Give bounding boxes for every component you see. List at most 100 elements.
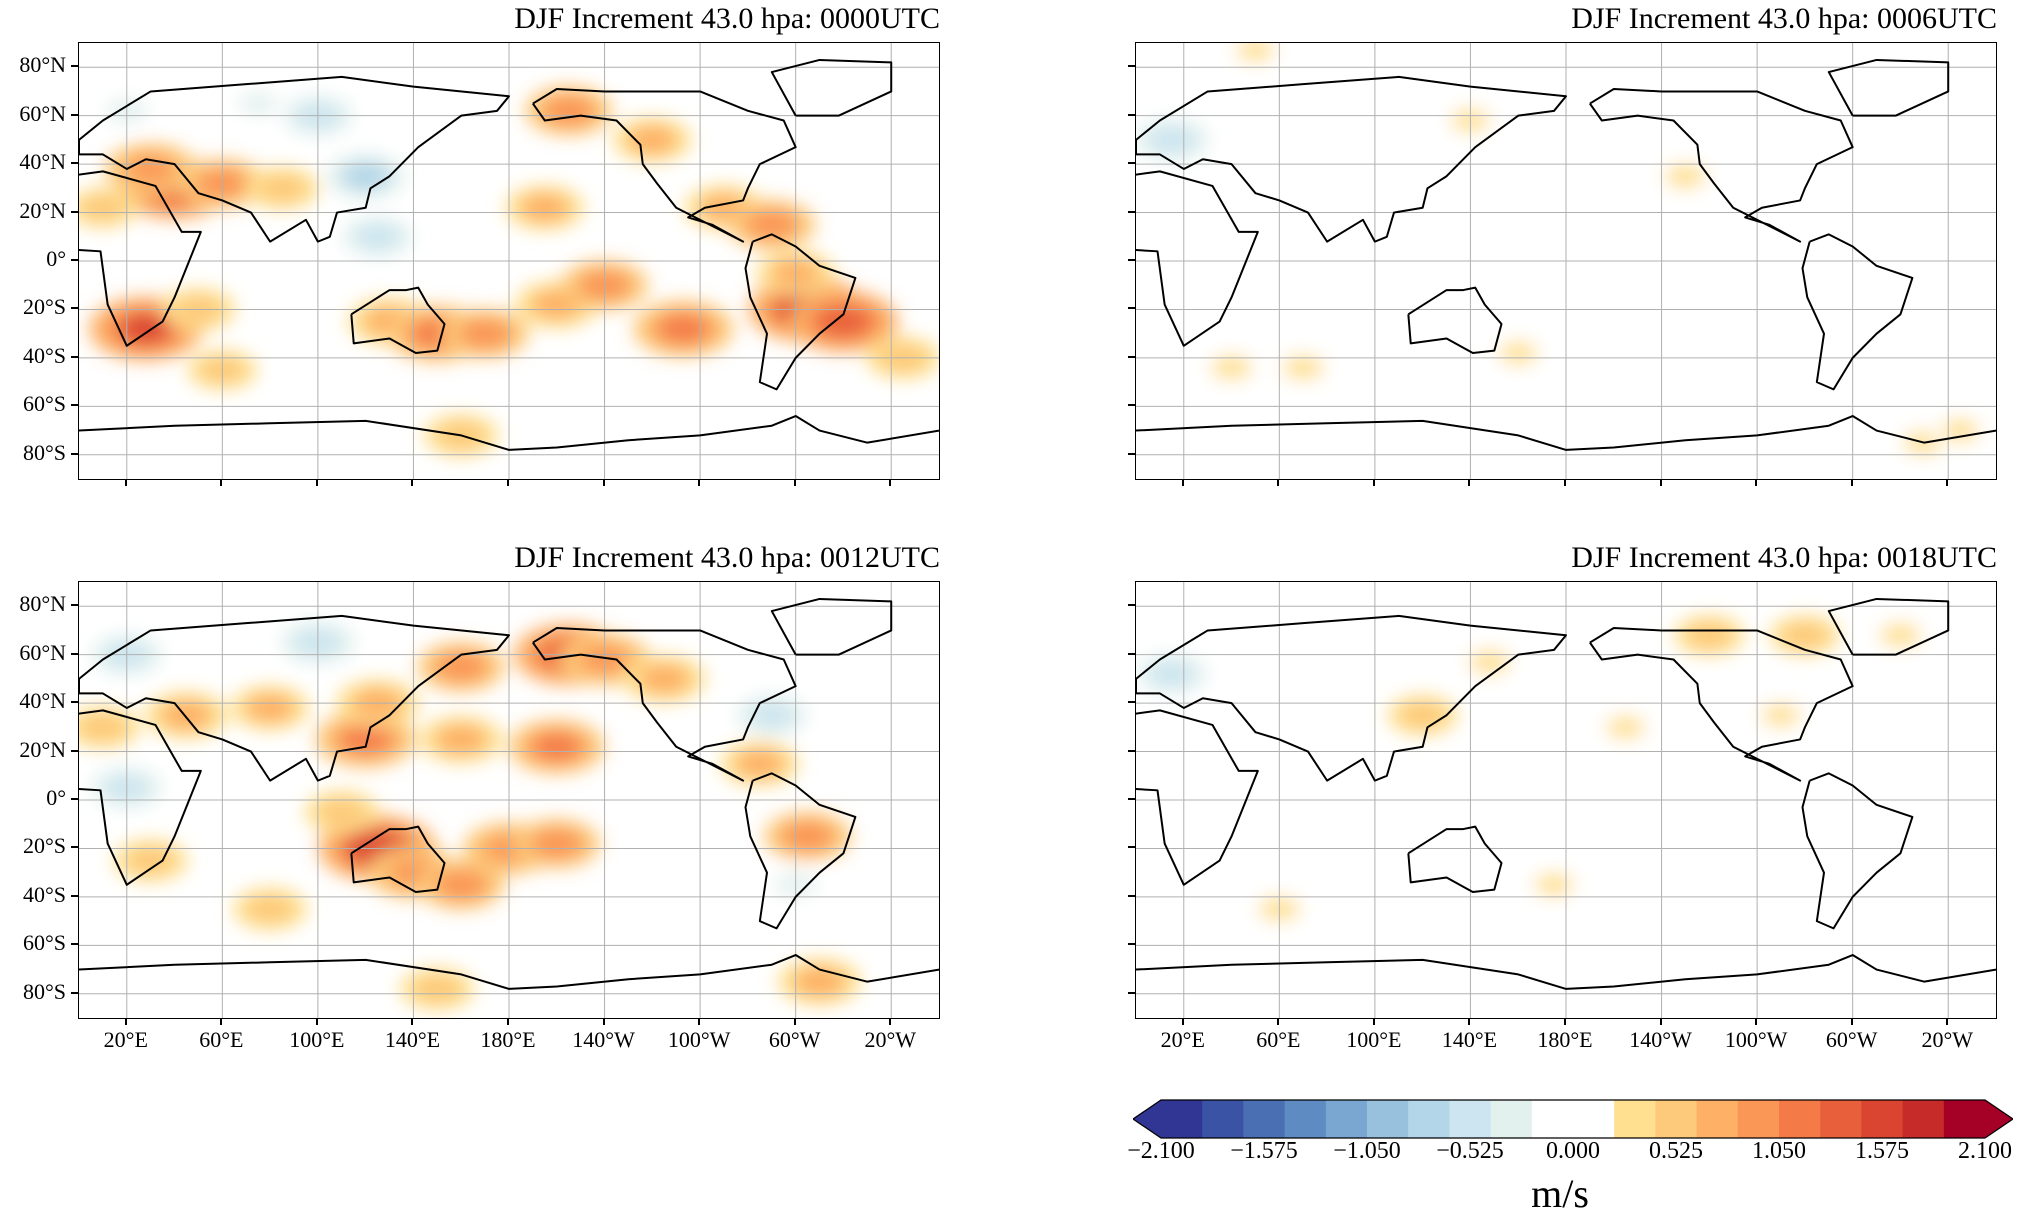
- lon-label: 140°W: [572, 1027, 635, 1052]
- lon-tick: [793, 479, 796, 486]
- lon-tick: [1946, 1018, 1949, 1025]
- lon-label: 100°W: [1724, 1027, 1788, 1052]
- coastline: [1136, 954, 1996, 990]
- lat-label: 60°S: [22, 930, 66, 956]
- increment-blob: [434, 651, 489, 683]
- coastline: [1136, 75, 1567, 243]
- colorbar-segment: [1243, 1100, 1286, 1138]
- lon-tick: [698, 479, 701, 486]
- lon-label: 140°W: [1629, 1027, 1692, 1052]
- increment-blob: [780, 820, 835, 852]
- lat-tick: [71, 259, 78, 261]
- map-frame: [78, 581, 940, 1019]
- lat-tick: [1128, 259, 1135, 261]
- colorbar-segment: [1325, 1100, 1368, 1138]
- increment-blob: [1534, 873, 1574, 897]
- lon-tick: [602, 1018, 605, 1025]
- colorbar-segment: [1902, 1100, 1945, 1138]
- lon-tick: [220, 1018, 223, 1025]
- lat-label: 20°S: [22, 294, 66, 320]
- gridlines: [1136, 43, 1996, 479]
- colorbar-tick-label: 1.050: [1752, 1138, 1806, 1164]
- coastline: [1827, 58, 1950, 117]
- coastlines: [1136, 597, 1996, 990]
- increment-field: [79, 621, 862, 1011]
- lon-tick: [889, 479, 892, 486]
- gridlines: [1136, 582, 1996, 1018]
- map-panel-3: DJF Increment 43.0 hpa: 0018UTC 20°E 60°E 1…: [1128, 541, 1997, 1052]
- lat-label: 80°N: [19, 52, 66, 78]
- lat-tick: [1128, 113, 1135, 116]
- lat-tick: [1128, 943, 1135, 946]
- coastline: [1407, 286, 1503, 355]
- lat-tick: [71, 943, 78, 946]
- increment-blob: [245, 693, 295, 723]
- increment-blob: [344, 726, 388, 752]
- coastlines: [79, 597, 939, 990]
- map-panel-2: DJF Increment 43.0 hpa: 0012UTC 80°N 60°N 4…: [19, 541, 940, 1052]
- lat-label: 20°N: [19, 197, 66, 223]
- lon-tick: [1468, 1018, 1471, 1025]
- map-canvas: [79, 43, 939, 479]
- map-frame: [1135, 42, 1997, 480]
- increment-field: [1136, 43, 1991, 462]
- increment-blob: [1210, 355, 1253, 380]
- colorbar-tick-label: 1.575: [1855, 1138, 1909, 1164]
- increment-blob: [238, 92, 278, 116]
- increment-blob: [434, 869, 489, 901]
- gridlines: [79, 582, 939, 1018]
- increment-blob: [1149, 661, 1194, 687]
- panel-title: DJF Increment 43.0 hpa: 0006UTC: [1571, 2, 1997, 35]
- lat-label: 40°S: [22, 342, 66, 368]
- increment-blob: [130, 157, 171, 181]
- lon-tick: [124, 479, 127, 486]
- lat-tick: [1128, 652, 1135, 655]
- coastlines: [1136, 58, 1996, 451]
- increment-blob: [820, 308, 867, 335]
- lat-tick: [71, 798, 78, 800]
- lat-label: 40°N: [19, 149, 66, 175]
- lat-tick: [71, 452, 78, 455]
- gridlines: [79, 43, 939, 479]
- increment-blob: [638, 664, 690, 694]
- map-panel-0: DJF Increment 43.0 hpa: 0000UTC 80°N 60°N 4…: [19, 2, 940, 486]
- colorbar-segment: [1820, 1100, 1862, 1138]
- increment-blob: [793, 966, 846, 997]
- increment-blob: [1940, 419, 1980, 443]
- lat-label: 40°S: [22, 881, 66, 907]
- lat-tick: [71, 604, 78, 607]
- lat-tick: [71, 652, 78, 655]
- lat-tick: [71, 701, 78, 704]
- coastline: [532, 627, 797, 782]
- colorbar-segment: [1737, 1100, 1780, 1138]
- map-frame: [1135, 581, 1997, 1019]
- colorbar: [1131, 1098, 2015, 1140]
- lon-label: 20°W: [864, 1027, 916, 1052]
- coastline: [1801, 772, 1914, 930]
- lat-tick: [71, 162, 78, 165]
- lon-tick: [793, 1018, 796, 1025]
- colorbar-segment: [1490, 1100, 1533, 1138]
- lat-tick: [1128, 749, 1135, 752]
- lon-tick: [602, 479, 605, 486]
- lon-tick: [889, 1018, 892, 1025]
- lon-tick: [1277, 479, 1280, 486]
- lon-label: 180°E: [1537, 1027, 1593, 1052]
- coastline: [1136, 614, 1567, 782]
- lon-label: 100°E: [289, 1027, 345, 1052]
- coastline: [770, 58, 893, 117]
- increment-blob: [80, 194, 125, 221]
- coastline: [1136, 709, 1259, 886]
- map-canvas: [79, 582, 939, 1018]
- coastline: [770, 597, 893, 656]
- colorbar-extend-low: [1133, 1100, 1161, 1138]
- increment-blob: [122, 315, 170, 343]
- lat-tick: [1128, 210, 1135, 213]
- lon-label: 60°W: [1825, 1027, 1878, 1052]
- lat-label: 80°S: [22, 978, 66, 1004]
- increment-field: [1136, 615, 1934, 928]
- increment-blob: [1148, 126, 1195, 154]
- lon-tick: [220, 479, 223, 486]
- coastline: [1407, 825, 1503, 894]
- lon-tick: [1564, 1018, 1566, 1025]
